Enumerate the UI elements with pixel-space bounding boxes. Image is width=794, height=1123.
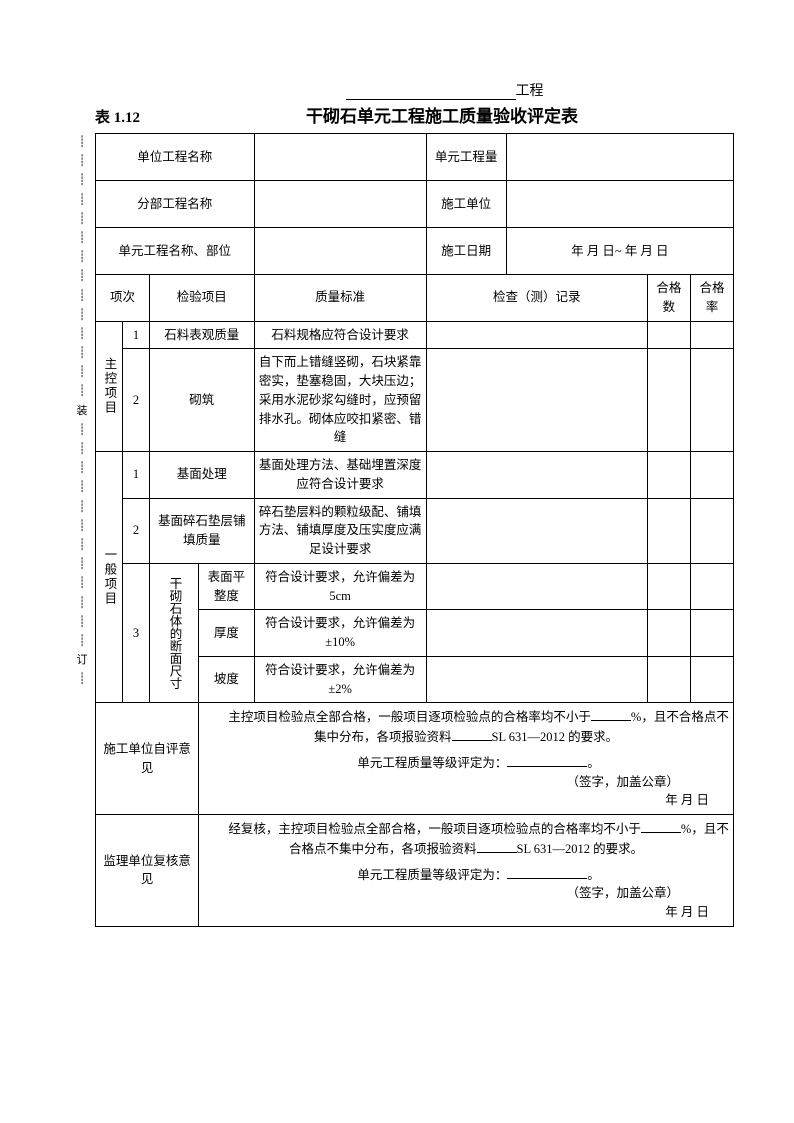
head-record: 检查（测）记录: [426, 275, 647, 322]
head-pass-rate: 合格率: [690, 275, 733, 322]
mc-row2-rate: [690, 349, 733, 452]
gen-row3a-cnt: [647, 563, 690, 610]
head-seq: 项次: [96, 275, 150, 322]
gen-row3b-sub: 厚度: [199, 610, 254, 657]
gen-row3a-rec: [426, 563, 647, 610]
general-label: 一般项目: [96, 452, 123, 703]
gen-row1-rec: [426, 452, 647, 499]
value-unit-project: [254, 134, 426, 181]
label-date: 施工日期: [426, 228, 506, 275]
mc-row2-item: 砌筑: [150, 349, 254, 452]
gen-row1-item: 基面处理: [150, 452, 254, 499]
value-subdiv: [254, 181, 426, 228]
mc-row1-rate: [690, 321, 733, 349]
mc-row1-cnt: [647, 321, 690, 349]
opinion1-label: 施工单位自评意见: [96, 703, 199, 815]
gen-row1-no: 1: [123, 452, 150, 499]
value-contractor: [506, 181, 733, 228]
label-subdiv: 分部工程名称: [96, 181, 255, 228]
gen-row3a-rate: [690, 563, 733, 610]
mc-row1-item: 石料表观质量: [150, 321, 254, 349]
gen-row3a-sub: 表面平整度: [199, 563, 254, 610]
main-title: 干砌石单元工程施工质量验收评定表: [150, 102, 734, 127]
mc-row2-std: 自下而上错缝竖砌，石块紧靠密实，垫塞稳固，大块压边；采用水泥砂浆勾缝时，应预留排…: [254, 349, 426, 452]
value-date: 年 月 日~ 年 月 日: [506, 228, 733, 275]
gen-row3a-std: 符合设计要求，允许偏差为 5cm: [254, 563, 426, 610]
gen-row3c-std: 符合设计要求，允许偏差为±2%: [254, 656, 426, 703]
evaluation-table: 单位工程名称 单元工程量 分部工程名称 施工单位 单元工程名称、部位 施工日期 …: [95, 133, 734, 927]
gen-row2-rate: [690, 498, 733, 563]
head-pass-count: 合格数: [647, 275, 690, 322]
mc-row2-cnt: [647, 349, 690, 452]
gen-row3c-rate: [690, 656, 733, 703]
gen-row3b-rate: [690, 610, 733, 657]
gen-row2-std: 碎石垫层料的颗粒级配、铺填方法、铺填厚度及压实度应满足设计要求: [254, 498, 426, 563]
head-item: 检验项目: [150, 275, 254, 322]
gen-row3-no: 3: [123, 563, 150, 703]
value-unit-qty: [506, 134, 733, 181]
gen-row1-rate: [690, 452, 733, 499]
gen-row3c-sub: 坡度: [199, 656, 254, 703]
label-unit-project: 单位工程名称: [96, 134, 255, 181]
opinion1-body: 主控项目检验点全部合格，一般项目逐项检验点的合格率均不小于%，且不合格点不集中分…: [199, 703, 734, 815]
gen-row2-item: 基面碎石垫层铺填质量: [150, 498, 254, 563]
gen-row2-no: 2: [123, 498, 150, 563]
gen-row3-group: 干砌石体的断面尺寸: [150, 563, 199, 703]
gen-row3b-cnt: [647, 610, 690, 657]
value-unit-name: [254, 228, 426, 275]
gen-row2-cnt: [647, 498, 690, 563]
label-unit-qty: 单元工程量: [426, 134, 506, 181]
mc-row1-rec: [426, 321, 647, 349]
label-contractor: 施工单位: [426, 181, 506, 228]
opinion2-label: 监理单位复核意见: [96, 815, 199, 927]
mc-row2-rec: [426, 349, 647, 452]
gen-row1-std: 基面处理方法、基础埋置深度应符合设计要求: [254, 452, 426, 499]
head-std: 质量标准: [254, 275, 426, 322]
mc-row2-no: 2: [123, 349, 150, 452]
gen-row3c-cnt: [647, 656, 690, 703]
label-unit-name: 单元工程名称、部位: [96, 228, 255, 275]
gen-row3c-rec: [426, 656, 647, 703]
gen-row2-rec: [426, 498, 647, 563]
gen-row3b-rec: [426, 610, 647, 657]
main-control-label: 主控项目: [96, 321, 123, 452]
gen-row3b-std: 符合设计要求，允许偏差为±10%: [254, 610, 426, 657]
header-project-line: 工程: [155, 80, 734, 100]
gen-row1-cnt: [647, 452, 690, 499]
project-suffix: 工程: [516, 84, 544, 99]
opinion2-body: 经复核，主控项目检验点全部合格，一般项目逐项检验点的合格率均不小于%，且不合格点…: [199, 815, 734, 927]
mc-row1-std: 石料规格应符合设计要求: [254, 321, 426, 349]
mc-row1-no: 1: [123, 321, 150, 349]
